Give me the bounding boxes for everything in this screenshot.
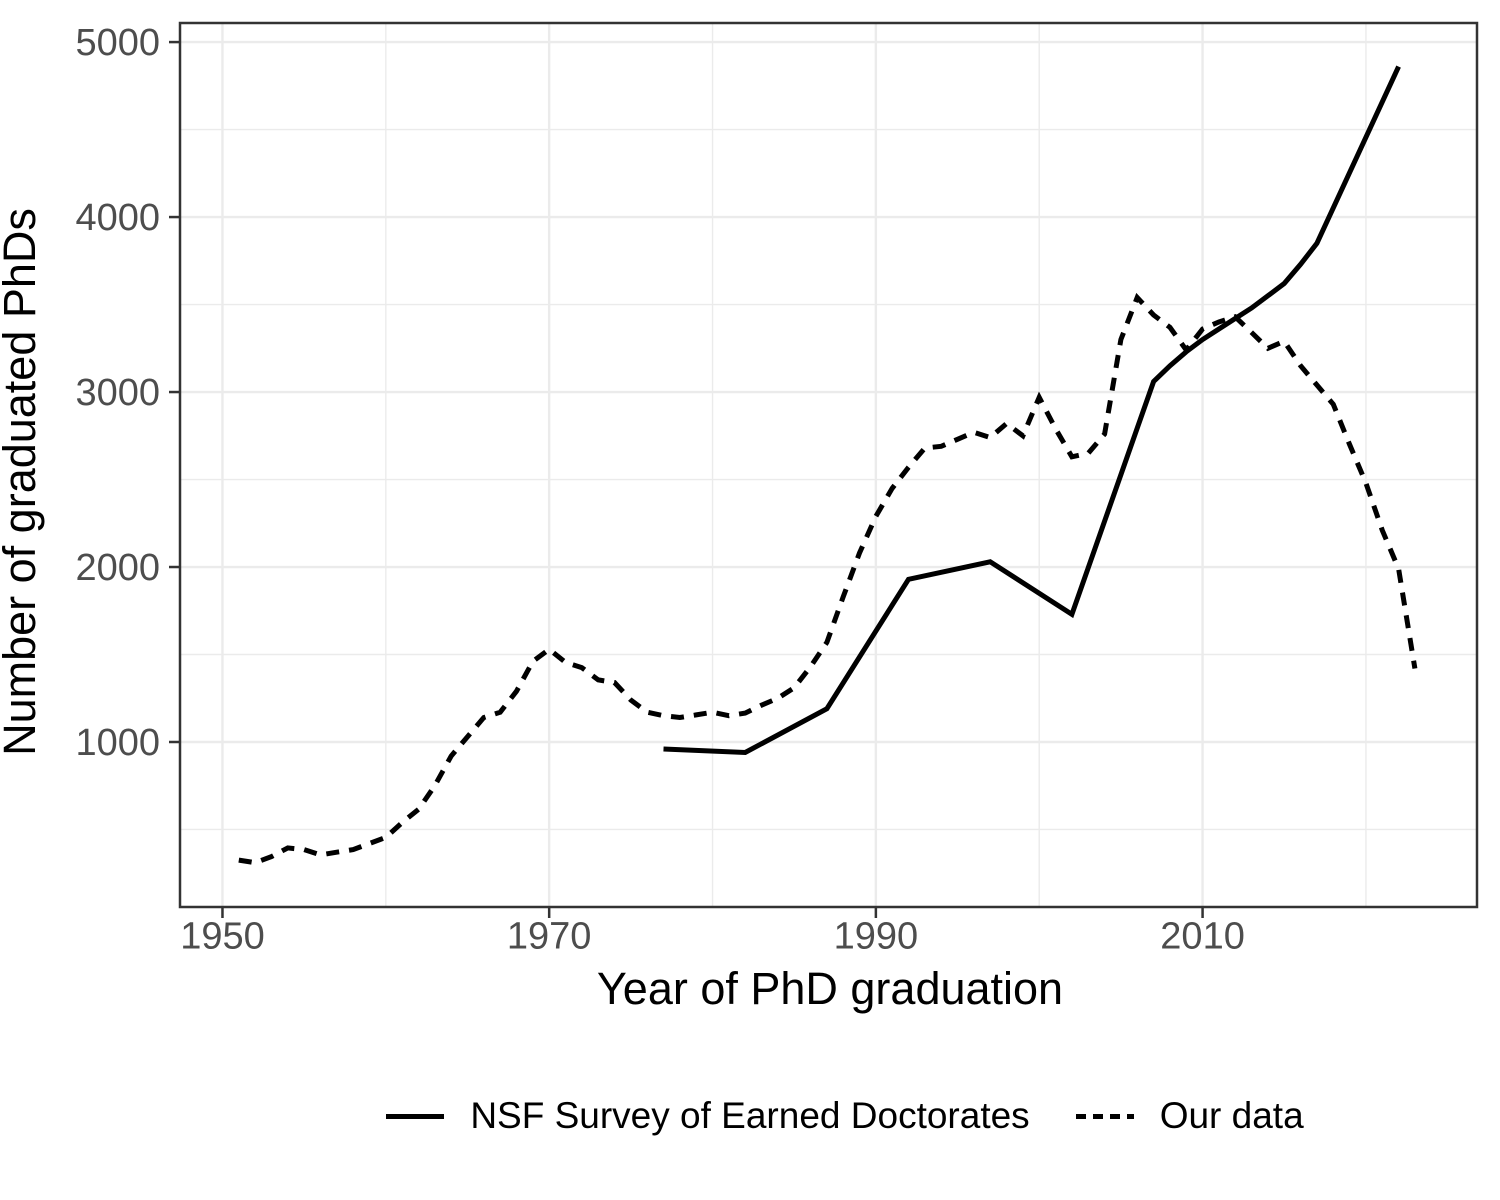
legend: NSF Survey of Earned Doctorates Our data xyxy=(0,1088,1500,1144)
dashed-line-key-icon xyxy=(1075,1113,1134,1119)
x-tick-label: 1990 xyxy=(834,915,919,957)
legend-label-ourdata: Our data xyxy=(1159,1095,1304,1136)
chart-canvas: 1950 1970 1990 2010 1000 2000 3000 4000 5000 xyxy=(75,21,1479,957)
y-axis-title: Number of graduated PhDs xyxy=(0,208,45,756)
y-tick-label: 3000 xyxy=(75,372,160,414)
x-tick-label: 2010 xyxy=(1160,915,1245,957)
series-line-ourdata xyxy=(238,292,1418,866)
y-tick-label: 1000 xyxy=(75,722,160,764)
panel-border xyxy=(178,21,1479,909)
y-tick-label: 2000 xyxy=(75,547,160,589)
legend-label-nsf: NSF Survey of Earned Doctorates xyxy=(470,1095,1030,1136)
x-tick-label: 1950 xyxy=(180,915,265,957)
panel-background xyxy=(180,23,1477,907)
series-line-nsf xyxy=(663,65,1401,756)
solid-line-key-icon xyxy=(386,1113,445,1119)
legend-item-ourdata: Our data xyxy=(1075,1095,1304,1137)
legend-item-nsf: NSF Survey of Earned Doctorates xyxy=(386,1095,1030,1137)
y-tick-label: 5000 xyxy=(75,22,160,64)
x-tick-label: 1970 xyxy=(507,915,592,957)
y-tick-label: 4000 xyxy=(75,197,160,239)
x-axis-title: Year of PhD graduation xyxy=(596,963,1064,1014)
